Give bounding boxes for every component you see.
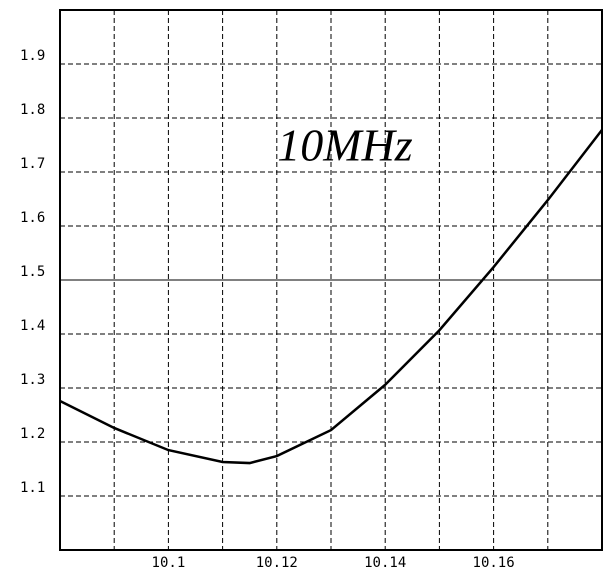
- x-tick-label: 10.16: [473, 555, 515, 571]
- y-tick-label: 1.9: [20, 48, 45, 64]
- x-tick-label: 10.1: [152, 555, 186, 571]
- y-tick-label: 1.8: [20, 102, 45, 118]
- y-tick-label: 1.1: [20, 480, 45, 496]
- x-tick-label: 10.14: [364, 555, 406, 571]
- x-tick-label: 10.12: [256, 555, 298, 571]
- annotation: 10MHz: [277, 120, 413, 171]
- y-tick-label: 1.5: [20, 264, 45, 280]
- y-tick-label: 1.6: [20, 210, 45, 226]
- y-tick-label: 1.4: [20, 318, 45, 334]
- y-tick-label: 1.7: [20, 156, 45, 172]
- y-tick-label: 1.2: [20, 426, 45, 442]
- plot-frame: [59, 9, 603, 551]
- line-series: [59, 129, 603, 465]
- y-tick-label: 1.3: [20, 372, 45, 388]
